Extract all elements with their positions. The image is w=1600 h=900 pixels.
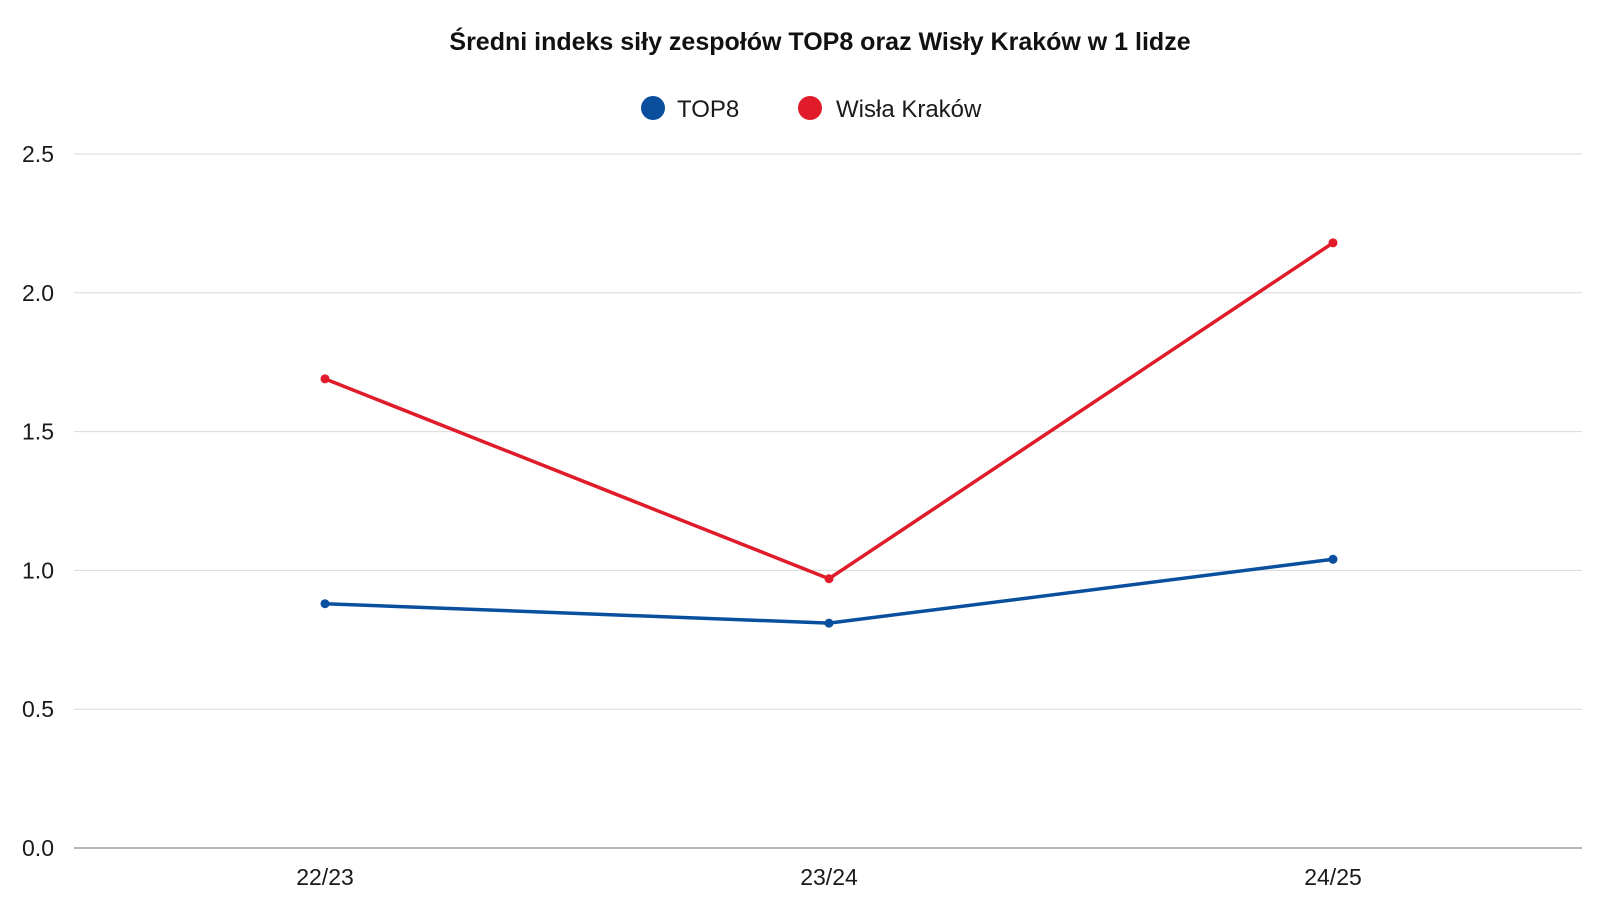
y-tick-label: 0.5 [22,696,54,722]
x-tick-label: 24/25 [1304,864,1362,890]
x-tick-label: 23/24 [800,864,858,890]
data-point-top8 [1328,554,1338,564]
legend-label-top8: TOP8 [677,96,739,123]
y-gridlines [74,153,1582,710]
data-point-top8 [320,599,330,609]
x-tick-label: 22/23 [296,864,354,890]
legend-label-wisla-krakow: Wisła Kraków [836,96,982,123]
legend-marker-wisla-krakow [798,96,822,120]
y-tick-label: 2.5 [22,141,54,167]
y-tick-label: 1.5 [22,419,54,445]
data-point-wis-a-krak-w [824,574,834,584]
data-point-wis-a-krak-w [320,374,330,384]
series-wis-a-krak-w [320,238,1338,584]
y-tick-label: 0.0 [22,835,54,861]
data-point-wis-a-krak-w [1328,238,1338,248]
series-line-top8 [323,557,1335,625]
legend-marker-top8 [641,96,665,120]
data-point-top8 [824,618,834,628]
chart-title: Średni indeks siły zespołów TOP8 oraz Wi… [449,26,1190,56]
chart-legend: TOP8 Wisła Kraków [641,96,982,123]
y-axis-ticks: 0.0 0.5 1.0 1.5 2.0 2.5 [22,141,54,861]
x-axis-ticks: 22/23 23/24 24/25 [296,864,1362,890]
series-top8 [320,554,1338,628]
y-tick-label: 1.0 [22,557,54,583]
y-tick-label: 2.0 [22,280,54,306]
chart-series [320,238,1338,628]
